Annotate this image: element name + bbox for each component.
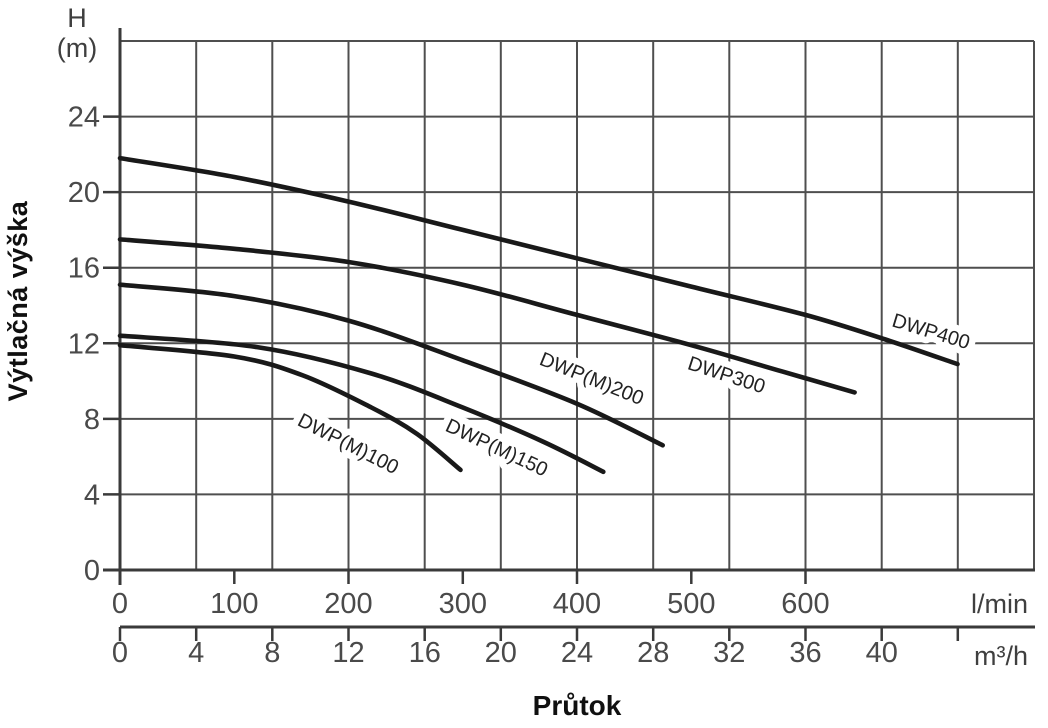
x1-tick-label: 300 [439,588,487,620]
y-tick-label: 16 [68,253,100,285]
y-tick-label: 12 [68,328,100,360]
x1-tick-label: 200 [324,588,372,620]
curve-label-dwp-m-150: DWP(M)150 [442,415,551,481]
x2-tick-label: 28 [637,637,669,669]
x1-tick-label: 400 [553,588,601,620]
x1-tick-label: 500 [667,588,715,620]
gridlines [119,40,1035,571]
x2-tick-label: 20 [485,637,517,669]
curve-dwp400 [117,155,960,367]
y-tick-label: 8 [84,404,100,436]
y-axis-unit-symbol: H [67,3,87,33]
curve-dwp300 [117,237,857,395]
y-axis-unit-meters: (m) [56,33,98,63]
x2-tick-label: 16 [409,637,441,669]
tick-marks [103,115,960,641]
y-tick-label: 0 [84,555,100,587]
x2-tick-label: 12 [332,637,364,669]
y-tick-label: 24 [68,102,100,134]
pump-curves [117,155,960,475]
y-axis-title: Výtlačná výška [3,200,33,402]
y-tick-label: 4 [84,479,100,511]
x2-tick-label: 8 [264,637,280,669]
curve-dwp-m-150 [117,333,606,475]
x-axis-title: Průtok [532,690,622,721]
x1-tick-label: 600 [781,588,829,620]
y-tick-label: 20 [68,177,100,209]
curve-dwp-m-100 [117,342,463,473]
curve-label-dwp400: DWP400 [889,310,972,354]
x2-tick-label: 36 [789,637,821,669]
x1-tick-label: 0 [112,588,128,620]
x2-tick-label: 0 [112,637,128,669]
x-axis-primary-unit: l/min [970,589,1028,619]
x2-tick-label: 24 [561,637,593,669]
x2-tick-label: 32 [713,637,745,669]
x1-tick-label: 100 [210,588,258,620]
curve-dwp-m-200 [117,282,665,448]
curve-label-dwp300: DWP300 [685,353,768,399]
x-axis-secondary-unit: m³/h [974,641,1028,671]
x2-tick-label: 4 [188,637,204,669]
tick-labels: 0 4 8 12 16 20 24 0 100 200 300 400 500 600 0 4 8 12 16 20 2… [68,102,898,669]
curve-label-dwp-m-200: DWP(M)200 [536,348,646,410]
x2-tick-label: 40 [866,637,898,669]
